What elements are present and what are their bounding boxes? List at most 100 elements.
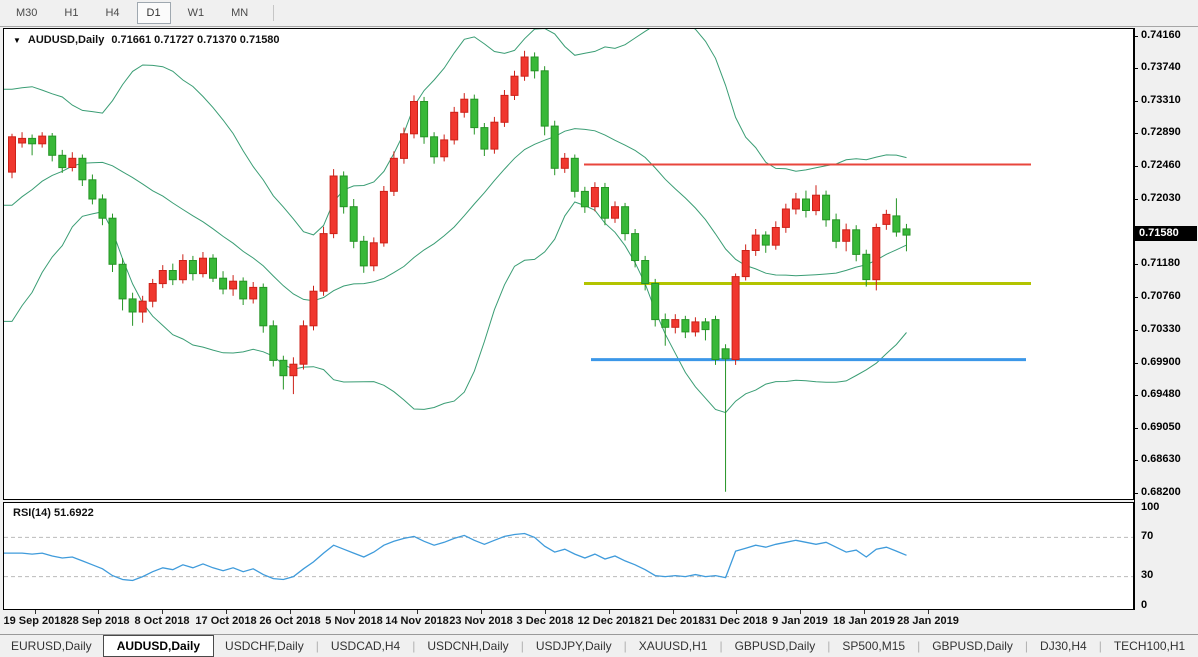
chart-tab-usdcad-h4[interactable]: USDCAD,H4 [330,639,401,653]
candle-body [48,135,57,156]
candle-body [751,234,760,252]
chart-tab-xauusd-h1[interactable]: XAUUSD,H1 [638,639,708,653]
date-axis-label: 23 Nov 2018 [449,615,513,627]
main-chart-panel[interactable]: ▼ AUDUSD,Daily 0.71661 0.71727 0.71370 0… [3,28,1134,500]
candle-body [520,56,529,77]
date-tick-mark [545,610,546,614]
date-axis-label: 14 Nov 2018 [385,615,449,627]
timeframe-button-m30[interactable]: M30 [16,7,38,19]
candle-body [88,179,97,200]
price-axis-label: 0.70760 [1141,290,1181,302]
timeframe-button-mn[interactable]: MN [231,7,249,19]
candle-body [580,190,589,208]
date-tick-mark [673,610,674,614]
candle-body [671,319,680,328]
symbol-dropdown-icon[interactable]: ▼ [13,35,21,45]
tab-separator: | [623,639,627,653]
chart-symbol-label: AUDUSD,Daily [27,34,105,46]
chart-tab-usdcnh-daily[interactable]: USDCNH,Daily [427,639,509,653]
date-tick-mark [928,610,929,614]
timeframe-button-h4[interactable]: H4 [105,7,120,19]
price-tick-mark [1134,264,1138,265]
candle-body [339,175,348,208]
chart-tab-dj30-h4[interactable]: DJ30,H4 [1040,639,1087,653]
candle-body [28,137,37,145]
chart-tab-tech100-h1[interactable]: TECH100,H1 [1113,639,1186,653]
candle-body [711,319,720,361]
candle-body [460,98,469,113]
candle-body [902,228,911,236]
timeframe-button-d1[interactable]: D1 [136,2,171,24]
candle-body [259,286,268,327]
date-axis-label: 31 Dec 2018 [704,615,768,627]
candle-body [470,98,479,129]
price-axis-label: 0.71180 [1141,257,1181,269]
chart-tab-gbpusd-daily[interactable]: GBPUSD,Daily [932,639,1013,653]
candle-body [590,187,599,208]
current-price-tag: 0.71580 [1135,226,1197,241]
price-tick-mark [1134,297,1138,298]
candle-body [852,229,861,255]
candle-body [249,286,258,300]
candle-body [68,157,77,169]
candle-body [681,319,690,333]
date-axis-label: 17 Oct 2018 [195,615,257,627]
candlestick-chart-canvas[interactable] [4,29,1133,499]
candle-body [349,206,358,242]
tab-separator: | [315,639,319,653]
candle-body [279,359,288,377]
rsi-indicator-panel[interactable]: RSI(14) 51.6922 [3,502,1134,610]
price-axis-label: 0.73740 [1141,61,1181,73]
candle-body [430,136,439,158]
date-axis-label: 21 Dec 2018 [641,615,705,627]
candle-body [791,198,800,210]
date-tick-mark [864,610,865,614]
rsi-line [4,532,907,582]
candle-body [410,101,418,135]
candle-body [822,194,831,221]
tab-separator: | [719,639,723,653]
timeframe-button-h1[interactable]: H1 [64,7,79,19]
candle-body [118,263,127,300]
date-axis-label: 18 Jan 2019 [833,615,895,627]
chart-tab-gbpusd-daily[interactable]: GBPUSD,Daily [734,639,816,653]
candle-body [168,270,177,281]
candle-body [550,125,559,169]
chart-tab-usdjpy-daily[interactable]: USDJPY,Daily [535,639,612,653]
candle-body [621,206,630,235]
price-axis-label: 0.69480 [1141,388,1181,400]
price-axis-line [1134,28,1135,610]
candle-body [500,94,509,123]
date-tick-mark [162,610,163,614]
date-tick-mark [800,610,801,614]
chart-tab-usdchf-daily[interactable]: USDCHF,Daily [225,639,304,653]
price-tick-mark [1134,428,1138,429]
price-tick-mark [1134,199,1138,200]
price-axis-label: 0.73310 [1141,94,1181,106]
price-axis-label: 0.68630 [1141,453,1181,465]
chart-tab-eurusd-daily[interactable]: EURUSD,Daily [11,639,92,653]
candle-body [741,250,750,278]
candle-body [289,363,298,377]
candle-body [862,253,871,281]
chart-tab-sp500-m15[interactable]: SP500,M15 [842,639,906,653]
rsi-chart-canvas[interactable] [4,503,1133,609]
date-tick-mark [481,610,482,614]
candle-body [369,242,378,267]
date-tick-mark [736,610,737,614]
bollinger-middle-band [4,128,907,302]
rsi-value-label: RSI(14) 51.6922 [13,507,94,519]
candle-body [480,127,489,150]
candle-body [108,217,117,265]
candle-body [138,300,147,313]
candle-body [188,260,197,275]
candle-body [731,276,740,361]
price-tick-mark [1134,330,1138,331]
candle-body [359,240,368,267]
chart-tab-audusd-daily[interactable]: AUDUSD,Daily [102,635,215,657]
price-axis-label: 0.72460 [1141,159,1181,171]
candle-body [58,154,67,169]
bollinger-upper-band [4,29,907,236]
timeframe-button-w1[interactable]: W1 [187,7,205,19]
candle-body [379,190,388,244]
